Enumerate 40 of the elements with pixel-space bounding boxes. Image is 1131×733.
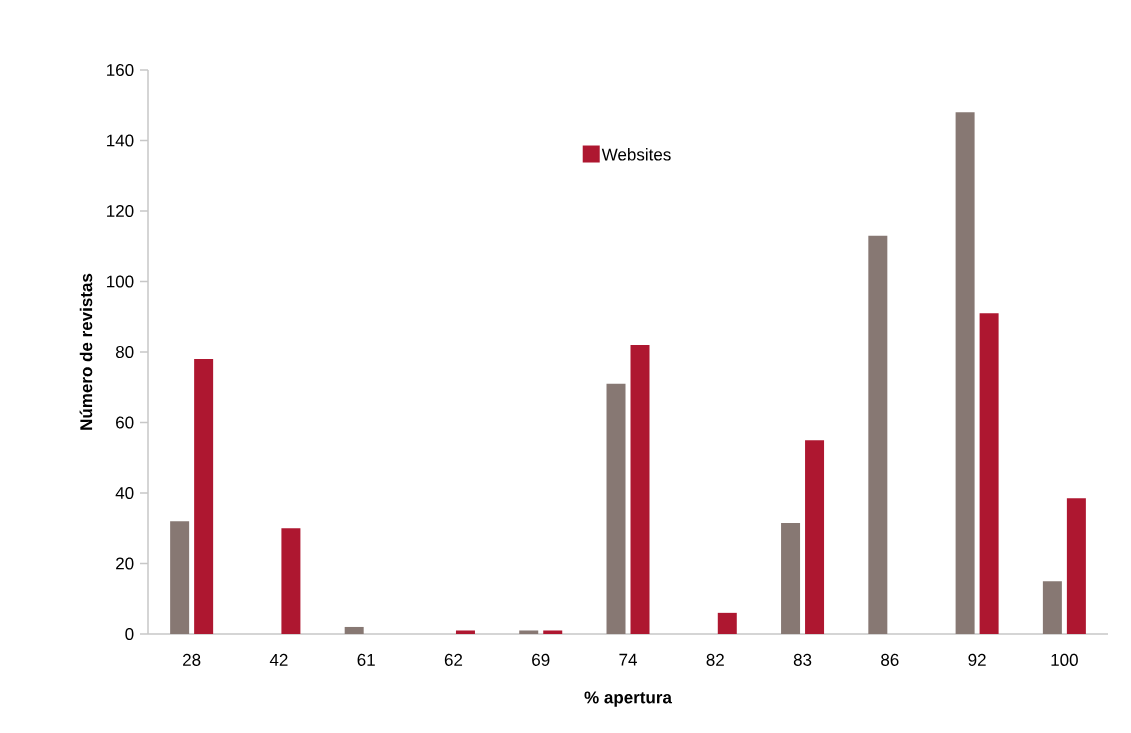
y-tick-label: 100	[107, 275, 134, 288]
x-tick-label: 69	[532, 653, 550, 666]
x-tick-label: 100	[1051, 653, 1078, 666]
x-tick-label: 86	[881, 653, 899, 666]
x-axis-title: % apertura	[584, 691, 673, 707]
bar	[781, 522, 801, 634]
y-tick-label: 160	[107, 63, 134, 77]
x-tick-label: 83	[793, 653, 812, 666]
bar	[543, 630, 563, 634]
bar	[1042, 581, 1062, 634]
bar	[519, 630, 539, 634]
bar	[630, 344, 650, 634]
bar	[344, 626, 364, 634]
x-tick-label: 61	[357, 653, 375, 666]
bar	[717, 612, 737, 634]
x-tick-label: 42	[269, 653, 288, 666]
bar	[170, 521, 190, 634]
bar	[281, 528, 301, 634]
y-tick-label: 20	[116, 557, 134, 570]
x-tick-label: 82	[706, 653, 724, 666]
y-tick-label: 120	[107, 204, 134, 218]
bar	[606, 383, 626, 634]
y-tick-label: 40	[115, 486, 134, 500]
bar	[805, 440, 825, 634]
y-axis-title: Número de revistas	[79, 273, 93, 430]
bar	[194, 359, 214, 634]
x-tick-label: 62	[444, 653, 463, 666]
legend-label: Websites	[601, 148, 671, 161]
x-tick-label: 74	[619, 653, 637, 666]
y-tick-label: 140	[107, 134, 134, 147]
bar	[979, 313, 999, 634]
y-tick-label: 0	[125, 627, 134, 641]
bar	[455, 630, 475, 634]
y-tick-label: 60	[116, 416, 134, 429]
bar	[1066, 498, 1086, 634]
x-tick-label: 92	[968, 653, 986, 666]
y-tick-label: 80	[115, 345, 134, 359]
x-tick-label: 28	[183, 653, 201, 666]
bar	[955, 112, 975, 634]
bar	[868, 235, 888, 634]
